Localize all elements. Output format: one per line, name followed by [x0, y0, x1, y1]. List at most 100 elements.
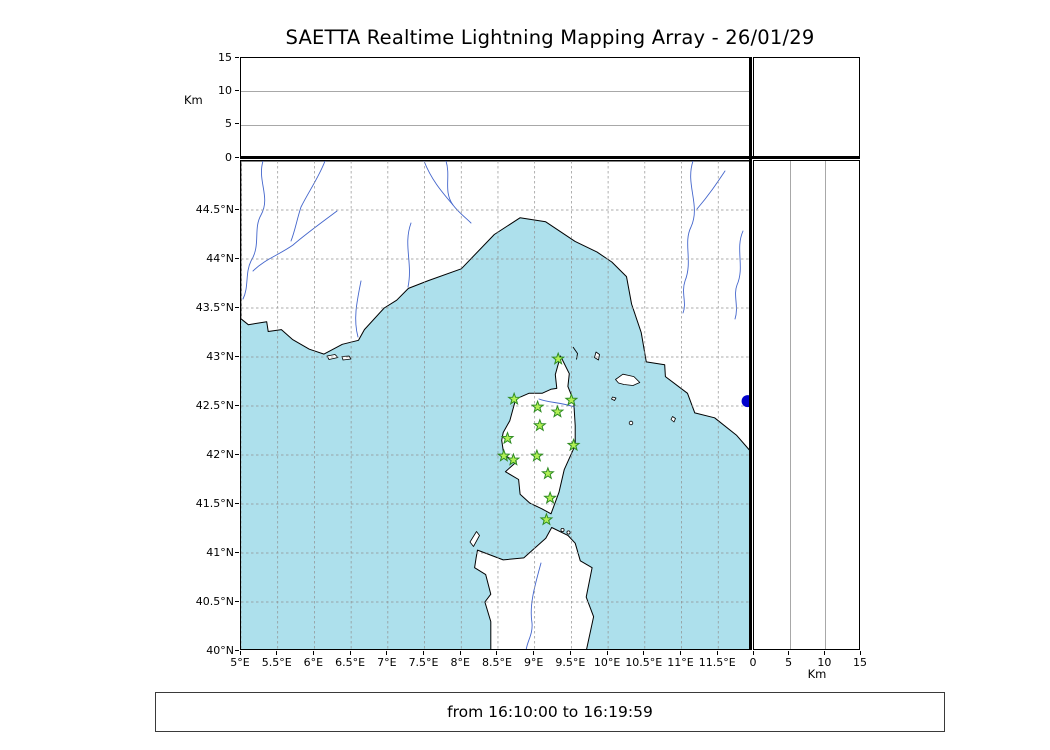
lat-tick-mark: [235, 551, 239, 553]
lon-tick-mark: [643, 651, 645, 655]
lat-tick-mark: [235, 257, 239, 259]
station-star-marker: [540, 466, 555, 480]
lon-tick-label: 5°E: [230, 656, 250, 669]
lon-tick-mark: [276, 651, 278, 655]
altitude-tick-label-left: 15: [218, 50, 232, 64]
lat-tick-label: 40.5°N: [195, 594, 234, 608]
capraia-island: [594, 351, 600, 361]
station-star-marker: [506, 452, 521, 466]
coast-fragment-cap-corse: [572, 346, 578, 360]
lon-tick-label: 11.5°E: [698, 656, 736, 669]
altitude-tick-mark-bottom: [788, 651, 790, 655]
river-durance: [252, 210, 338, 272]
lon-tick-mark: [312, 651, 314, 655]
maddalena-islet-2: [566, 530, 571, 535]
giglio-island: [670, 416, 676, 423]
time-range-box: from 16:10:00 to 16:19:59: [155, 692, 945, 732]
thick-axis-line-horizontal: [240, 156, 860, 159]
river-arno-upper: [682, 161, 695, 314]
altitude-tick-mark-bottom: [752, 651, 754, 655]
latitude-panel-gridline: [825, 161, 827, 649]
altitude-tick-label-bottom: 10: [817, 656, 832, 669]
event-dot-marker: [741, 395, 750, 408]
station-star-marker: [564, 392, 579, 406]
latitude-panel-gridline: [789, 161, 791, 649]
river-rhone: [242, 161, 266, 300]
lat-tick-label: 43°N: [206, 349, 234, 363]
altitude-unit-label-bottom: Km: [807, 667, 827, 681]
landmasses: [241, 161, 750, 649]
montecristo-island: [628, 420, 634, 426]
lon-tick-mark: [606, 651, 608, 655]
station-star-marker: [532, 418, 547, 432]
lon-tick-mark: [569, 651, 571, 655]
station-star-marker: [529, 448, 544, 462]
station-star-marker: [539, 512, 554, 526]
time-range-text: from 16:10:00 to 16:19:59: [447, 703, 653, 721]
altitude-panel-gridline: [241, 91, 750, 93]
lat-tick-mark: [235, 453, 239, 455]
lat-tick-label: 44.5°N: [195, 202, 234, 216]
lon-tick-label: 9.5°E: [555, 656, 586, 669]
lat-tick-mark: [235, 649, 239, 651]
station-star-marker: [566, 437, 581, 452]
lon-tick-label: 7°E: [377, 656, 397, 669]
lat-tick-label: 43.5°N: [195, 300, 234, 314]
altitude-tick-mark-left: [235, 156, 239, 158]
lon-tick-label: 8.5°E: [481, 656, 512, 669]
lon-tick-mark: [423, 651, 425, 655]
thick-axis-line-vertical: [749, 57, 752, 650]
corner-panel: [753, 57, 860, 157]
altitude-tick-label-left: 5: [225, 117, 232, 131]
lat-tick-mark: [235, 208, 239, 210]
lat-tick-mark: [235, 502, 239, 504]
altitude-tick-mark-left: [235, 56, 239, 58]
mainland-france-italy: [241, 161, 750, 452]
station-star-marker: [496, 448, 511, 462]
lon-tick-mark: [496, 651, 498, 655]
event-markers: [741, 395, 750, 408]
lon-tick-label: 5.5°E: [261, 656, 292, 669]
altitude-tick-mark-bottom: [859, 651, 861, 655]
altitude-unit-label-left: Km: [184, 93, 203, 107]
lat-tick-label: 40°N: [206, 643, 234, 657]
river-golo: [538, 398, 575, 408]
altitude-tick-label-bottom: 5: [785, 656, 793, 669]
maddalena-islet-1: [560, 527, 565, 532]
lon-tick-label: 9°E: [523, 656, 544, 669]
station-star-marker: [543, 490, 557, 504]
figure-title: SAETTA Realtime Lightning Mapping Array …: [285, 26, 815, 49]
river-ombrone: [734, 230, 744, 320]
lat-tick-label: 41°N: [206, 545, 234, 559]
station-markers: [496, 351, 581, 526]
lat-tick-label: 42°N: [206, 447, 234, 461]
altitude-tick-label-left: 10: [218, 83, 232, 97]
lon-tick-label: 10.5°E: [625, 656, 663, 669]
map-canvas: [241, 161, 750, 649]
lat-tick-label: 44°N: [206, 251, 234, 265]
lat-tick-label: 41.5°N: [195, 496, 234, 510]
river-var: [407, 222, 412, 288]
lon-tick-mark: [680, 651, 682, 655]
altitude-longitude-panel: [240, 57, 751, 157]
river-coghinas: [525, 562, 542, 649]
altitude-tick-label-bottom: 0: [749, 656, 757, 669]
lon-tick-mark: [459, 651, 461, 655]
lon-tick-label: 7.5°E: [408, 656, 439, 669]
station-star-marker: [530, 399, 545, 413]
station-star-marker: [551, 351, 566, 365]
station-star-marker: [550, 404, 565, 418]
rivers: [242, 161, 744, 649]
lon-tick-label: 6.5°E: [335, 656, 366, 669]
altitude-tick-mark-left: [235, 123, 239, 125]
lon-tick-mark: [386, 651, 388, 655]
latitude-altitude-panel: [753, 160, 860, 650]
elba-island: [615, 373, 641, 386]
altitude-tick-mark-bottom: [823, 651, 825, 655]
corsica-island: [501, 355, 576, 515]
station-star-marker: [500, 431, 515, 445]
altitude-tick-label-left: 0: [225, 150, 232, 164]
hyeres-island-2: [341, 355, 352, 361]
lat-tick-mark: [235, 404, 239, 406]
